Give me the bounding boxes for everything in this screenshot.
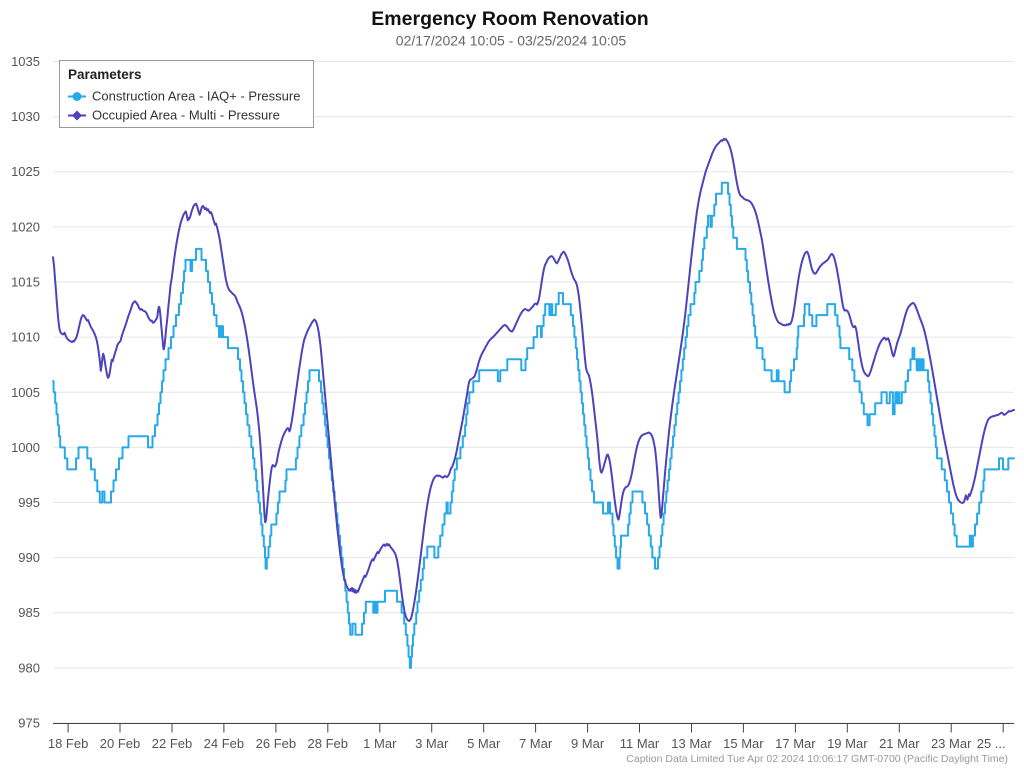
svg-text:980: 980 [18, 660, 40, 675]
svg-text:1035: 1035 [11, 54, 40, 69]
svg-text:Parameters: Parameters [68, 67, 142, 82]
svg-text:1000: 1000 [11, 440, 40, 455]
svg-text:21 Mar: 21 Mar [879, 736, 920, 751]
svg-text:1020: 1020 [11, 219, 40, 234]
svg-text:Emergency Room Renovation: Emergency Room Renovation [371, 8, 648, 30]
svg-text:22 Feb: 22 Feb [152, 736, 192, 751]
svg-text:1 Mar: 1 Mar [363, 736, 397, 751]
svg-text:19 Mar: 19 Mar [827, 736, 868, 751]
svg-text:28 Feb: 28 Feb [308, 736, 348, 751]
svg-text:02/17/2024 10:05 - 03/25/2024: 02/17/2024 10:05 - 03/25/2024 10:05 [396, 33, 627, 49]
svg-text:995: 995 [18, 495, 40, 510]
svg-text:3 Mar: 3 Mar [415, 736, 449, 751]
svg-text:26 Feb: 26 Feb [256, 736, 296, 751]
svg-text:13 Mar: 13 Mar [671, 736, 712, 751]
svg-text:Occupied Area - Multi - Pressu: Occupied Area - Multi - Pressure [92, 108, 280, 123]
svg-text:15 Mar: 15 Mar [723, 736, 764, 751]
svg-text:23 Mar: 23 Mar [931, 736, 972, 751]
svg-text:1025: 1025 [11, 164, 40, 179]
svg-text:18 Feb: 18 Feb [48, 736, 88, 751]
svg-text:975: 975 [18, 716, 40, 731]
svg-text:1030: 1030 [11, 109, 40, 124]
svg-text:25 ...: 25 ... [977, 736, 1006, 751]
svg-text:1015: 1015 [11, 275, 40, 290]
svg-text:1010: 1010 [11, 330, 40, 345]
svg-text:11 Mar: 11 Mar [620, 736, 660, 751]
svg-text:5 Mar: 5 Mar [467, 736, 501, 751]
svg-text:990: 990 [18, 550, 40, 565]
svg-text:24 Feb: 24 Feb [204, 736, 244, 751]
svg-text:20 Feb: 20 Feb [100, 736, 140, 751]
svg-text:Caption Data Limited Tue Apr 0: Caption Data Limited Tue Apr 02 2024 10:… [626, 753, 1008, 765]
svg-text:985: 985 [18, 605, 40, 620]
svg-text:9 Mar: 9 Mar [571, 736, 605, 751]
svg-text:17 Mar: 17 Mar [775, 736, 816, 751]
svg-text:1005: 1005 [11, 385, 40, 400]
svg-text:7 Mar: 7 Mar [519, 736, 553, 751]
svg-text:Construction Area - IAQ+ - Pre: Construction Area - IAQ+ - Pressure [92, 89, 300, 104]
